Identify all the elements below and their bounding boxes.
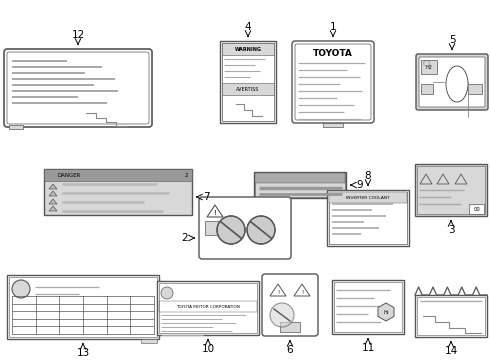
Text: H2: H2	[425, 64, 433, 69]
Bar	[329, 192, 407, 244]
Text: !: !	[301, 289, 303, 294]
Circle shape	[12, 280, 30, 298]
Text: TOYOTA: TOYOTA	[313, 49, 353, 58]
Text: 10: 10	[201, 344, 215, 354]
Polygon shape	[378, 303, 394, 321]
Text: 6: 6	[287, 345, 294, 355]
Bar	[159, 283, 257, 333]
Text: INVERTER COOLANT: INVERTER COOLANT	[346, 195, 390, 199]
Circle shape	[270, 303, 294, 327]
Text: 7: 7	[203, 192, 209, 202]
Bar	[468, 84, 482, 94]
Circle shape	[247, 216, 275, 244]
Bar	[255, 173, 345, 197]
Bar	[44, 169, 192, 215]
Bar	[159, 301, 257, 312]
Text: 8: 8	[365, 171, 371, 181]
Text: 14: 14	[444, 346, 458, 356]
Text: 00: 00	[474, 207, 480, 212]
Text: ⬡: ⬡	[422, 59, 430, 68]
Text: 11: 11	[361, 343, 375, 353]
Bar	[157, 281, 259, 335]
Text: 2: 2	[182, 233, 188, 243]
Text: AVERTISS: AVERTISS	[236, 86, 260, 91]
Text: 13: 13	[76, 348, 90, 358]
Text: WARNING: WARNING	[235, 46, 262, 51]
Text: 1: 1	[330, 22, 336, 32]
Bar	[254, 172, 346, 198]
Bar	[141, 339, 157, 343]
FancyBboxPatch shape	[419, 57, 485, 107]
Circle shape	[161, 287, 173, 299]
FancyBboxPatch shape	[262, 274, 318, 336]
Bar	[421, 60, 437, 74]
Text: 9: 9	[357, 180, 363, 190]
Text: 2: 2	[184, 172, 188, 177]
Bar	[222, 43, 274, 121]
Bar	[329, 192, 407, 203]
Bar	[323, 123, 343, 127]
Bar	[9, 125, 23, 129]
Bar	[415, 164, 487, 216]
Polygon shape	[49, 199, 57, 204]
Text: 3: 3	[448, 225, 454, 235]
Polygon shape	[49, 184, 57, 189]
Bar	[280, 322, 300, 332]
Bar	[222, 83, 274, 95]
Text: TOYOTA MOTOR CORPORATION: TOYOTA MOTOR CORPORATION	[176, 305, 240, 309]
Bar	[421, 84, 433, 94]
Bar	[205, 221, 223, 235]
Text: !: !	[214, 210, 217, 216]
FancyBboxPatch shape	[292, 41, 374, 123]
Bar	[7, 275, 159, 339]
Bar	[327, 190, 409, 246]
Bar	[415, 295, 487, 337]
Text: DANGER: DANGER	[57, 172, 81, 177]
Bar	[44, 169, 192, 181]
Bar	[222, 43, 274, 55]
Bar	[9, 277, 157, 337]
Circle shape	[217, 216, 245, 244]
Bar	[255, 173, 345, 183]
FancyBboxPatch shape	[4, 49, 152, 127]
Text: H₂: H₂	[383, 310, 389, 315]
Polygon shape	[49, 191, 57, 196]
Bar	[334, 282, 402, 332]
Bar	[417, 166, 485, 214]
Text: 4: 4	[245, 22, 251, 32]
Bar	[469, 204, 484, 214]
Bar	[332, 280, 404, 334]
Text: 12: 12	[72, 30, 85, 40]
Text: !: !	[277, 289, 279, 294]
Ellipse shape	[446, 66, 468, 102]
FancyBboxPatch shape	[416, 54, 488, 110]
Bar	[417, 297, 485, 335]
Polygon shape	[49, 206, 57, 211]
Text: 5: 5	[449, 35, 455, 45]
FancyBboxPatch shape	[199, 197, 291, 259]
Bar	[220, 41, 276, 123]
